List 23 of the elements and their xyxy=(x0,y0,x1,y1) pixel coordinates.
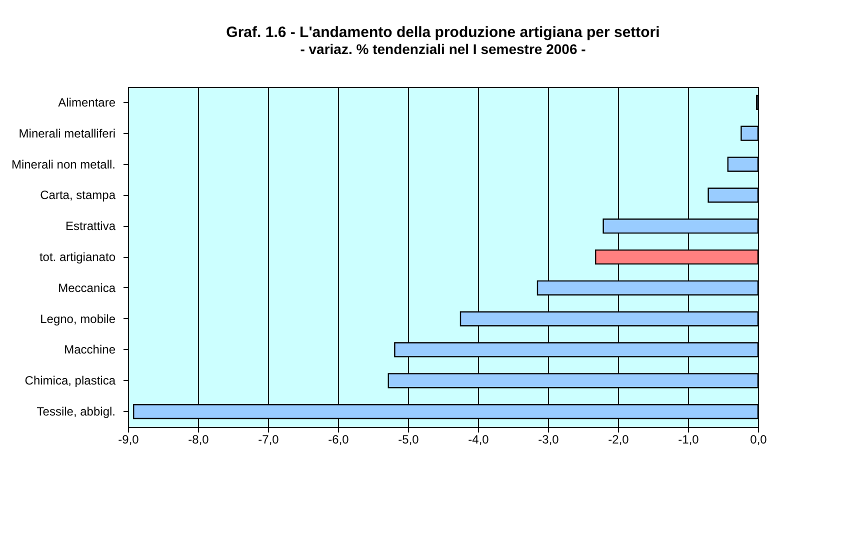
y-tick-label: Chimica, plastica xyxy=(24,374,116,388)
y-tick-label: Carta, stampa xyxy=(40,188,116,202)
x-tick-label: -3,0 xyxy=(538,432,560,446)
y-tick-label: Alimentare xyxy=(58,95,116,110)
x-tick-label: -7,0 xyxy=(258,432,280,446)
x-tick-label: -6,0 xyxy=(328,432,350,446)
y-tick-label: Tessile, abbigl. xyxy=(36,404,116,419)
x-tick-label: -8,0 xyxy=(188,432,210,446)
y-tick-label: Estrattiva xyxy=(65,219,116,234)
x-tick-label: 0,0 xyxy=(750,432,768,446)
y-tick-label: tot. artigianato xyxy=(39,250,116,264)
y-tick-label: Meccanica xyxy=(58,280,116,295)
chart-subtitle: - variaz. % tendenziali nel I semestre 2006 - xyxy=(300,41,586,57)
x-tick-label: -1,0 xyxy=(678,432,700,446)
y-tick-label: Macchine xyxy=(64,342,116,357)
x-tick-label: -5,0 xyxy=(398,432,420,446)
y-tick-label: Minerali metalliferi xyxy=(18,126,116,140)
x-tick-label: -4,0 xyxy=(468,432,490,446)
x-tick-label: -2,0 xyxy=(608,432,630,446)
chart-title: Graf. 1.6 - L'andamento della produzione artigiana per settori xyxy=(226,24,660,41)
y-tick-label: Minerali non metall. xyxy=(11,157,116,172)
x-tick-label: -9,0 xyxy=(118,432,140,446)
y-tick-label: Legno, mobile xyxy=(40,312,116,326)
